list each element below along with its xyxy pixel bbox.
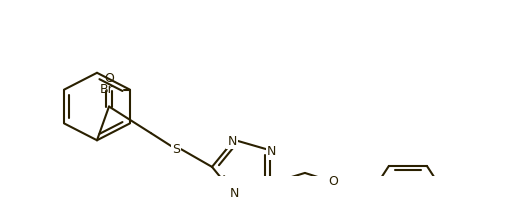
- Text: O: O: [104, 72, 114, 85]
- Text: O: O: [328, 175, 338, 188]
- Text: N: N: [230, 187, 239, 198]
- Text: N: N: [267, 146, 276, 158]
- Text: N: N: [228, 135, 237, 148]
- Text: S: S: [172, 143, 180, 156]
- Text: Br: Br: [100, 83, 114, 96]
